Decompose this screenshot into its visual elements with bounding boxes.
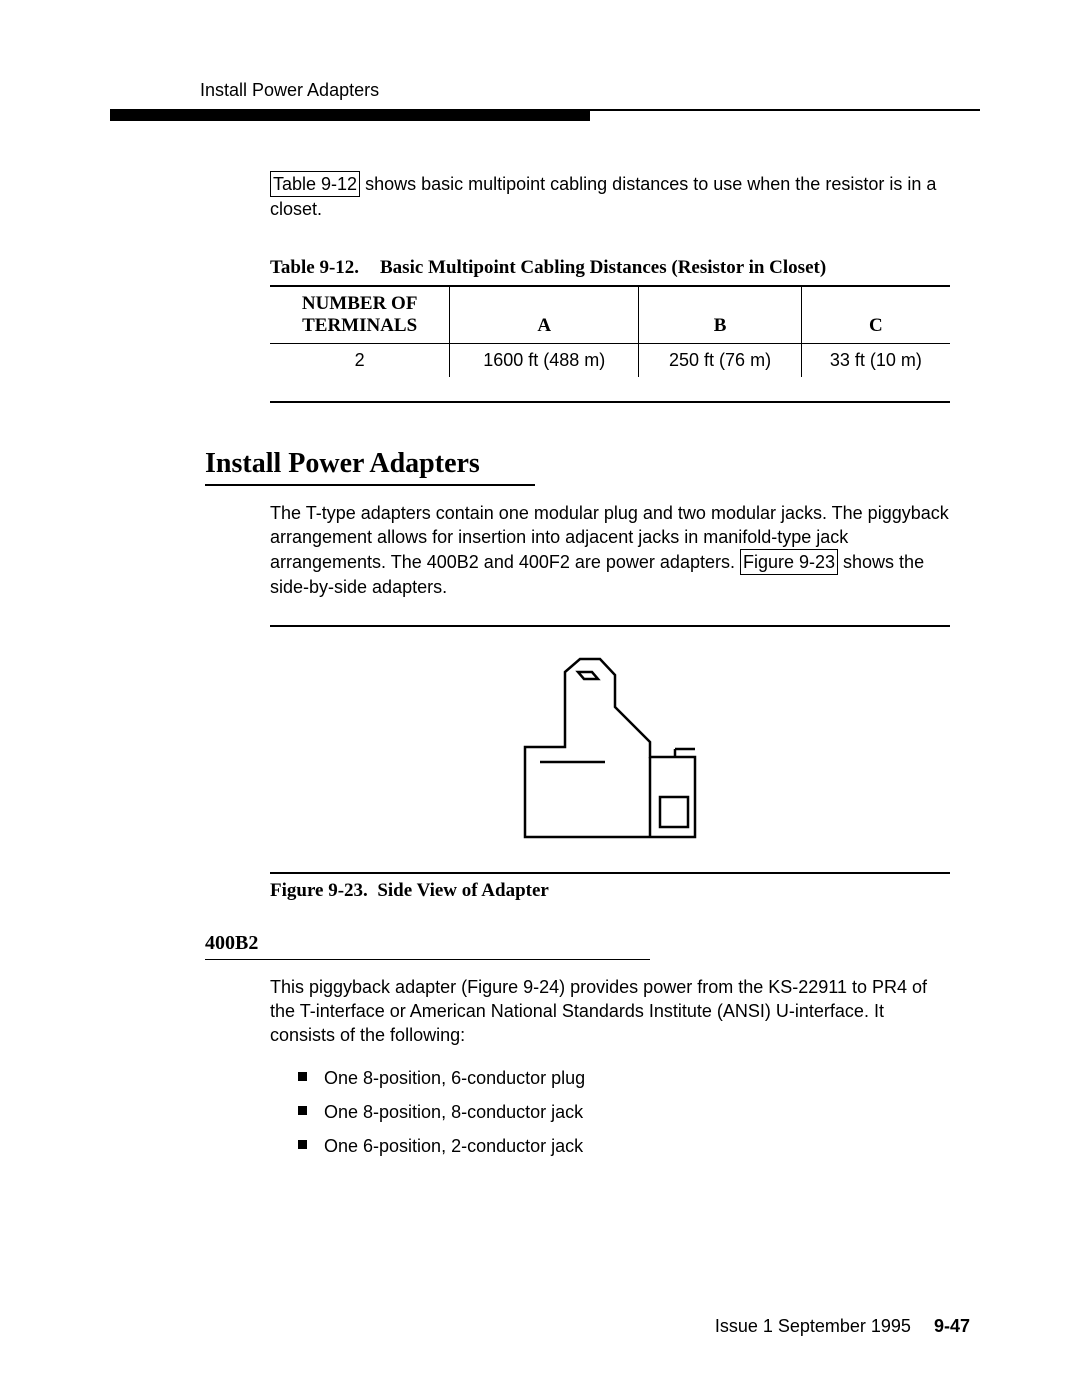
figure-block: Figure 9-23. Side View of Adapter [270,625,950,902]
col1-line2: TERMINALS [302,315,417,336]
section-title: Install Power Adapters [205,448,535,480]
table-caption: Table 9-12. Basic Multipoint Cabling Dis… [270,257,950,279]
section-title-rule [205,484,535,486]
adapter-diagram-icon [500,647,720,847]
cabling-table: NUMBER OF TERMINALS A B C 2 1600 ft (488… [270,285,950,377]
subsection-content: This piggyback adapter (Figure 9-24) pro… [270,975,950,1159]
figure-caption-text: Side View of Adapter [377,880,549,901]
bullet-item: One 8-position, 6-conductor plug [298,1066,950,1090]
intro-rest: shows basic multipoint cabling distances… [270,174,936,219]
content-area: Table 9-12 shows basic multipoint cablin… [270,171,950,403]
table-header-col4: C [801,286,950,344]
table-header-col1: NUMBER OF TERMINALS [270,286,450,344]
footer-issue: Issue 1 September 1995 [715,1316,911,1336]
table-cell-1-2: 1600 ft (488 m) [450,343,639,377]
bullet-item: One 8-position, 8-conductor jack [298,1100,950,1124]
figure-bottom-rule [270,872,950,874]
table-caption-label: Table 9-12. [270,257,380,279]
section-content: The T-type adapters contain one modular … [270,501,950,902]
section-title-wrap: Install Power Adapters [205,448,535,486]
table-cell-1-3: 250 ft (76 m) [639,343,802,377]
col1-line1: NUMBER OF [302,293,418,314]
figure-caption: Figure 9-23. Side View of Adapter [270,880,950,902]
table-bottom-rule [270,401,950,403]
header-black-bar [110,111,590,121]
subsection-title: 400B2 [205,932,980,955]
subsection-rule [205,959,650,960]
figure-ref-link[interactable]: Figure 9-23 [740,549,838,575]
page: Install Power Adapters Table 9-12 shows … [0,0,1080,1397]
intro-paragraph: Table 9-12 shows basic multipoint cablin… [270,171,950,222]
subsection-paragraph: This piggyback adapter (Figure 9-24) pro… [270,975,950,1048]
table-caption-text: Basic Multipoint Cabling Distances (Resi… [380,257,950,279]
running-header: Install Power Adapters [200,80,980,101]
section-paragraph: The T-type adapters contain one modular … [270,501,950,600]
table-header-col2: A [450,286,639,344]
footer-page-number: 9-47 [934,1316,970,1336]
figure-caption-label: Figure 9-23. [270,880,368,901]
figure-svg-wrap [270,627,950,872]
page-footer: Issue 1 September 1995 9-47 [715,1316,970,1337]
table-header-col3: B [639,286,802,344]
bullet-item: One 6-position, 2-conductor jack [298,1134,950,1158]
table-cell-1-4: 33 ft (10 m) [801,343,950,377]
bullet-list: One 8-position, 6-conductor plug One 8-p… [298,1066,950,1159]
table-cell-1-1: 2 [270,343,450,377]
table-ref-link[interactable]: Table 9-12 [270,171,360,197]
